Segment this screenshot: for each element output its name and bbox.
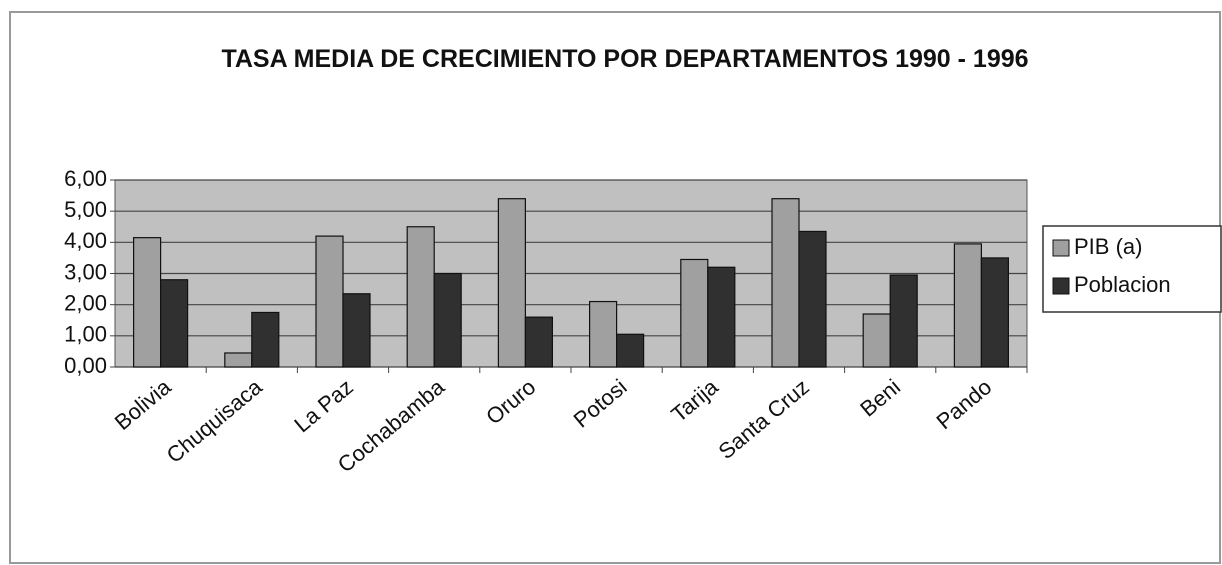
y-tick-label: 4,00 — [64, 228, 107, 253]
bar — [771, 198, 800, 368]
legend-label: Poblacion — [1074, 272, 1171, 297]
bar — [680, 258, 709, 368]
y-tick-label: 3,00 — [64, 259, 107, 284]
bar — [524, 316, 554, 368]
x-tick-label: Tarija — [666, 374, 723, 427]
y-tick-label: 5,00 — [64, 197, 107, 222]
y-tick-label: 0,00 — [64, 353, 107, 378]
bar — [224, 352, 253, 368]
bar — [798, 230, 827, 368]
chart-title: TASA MEDIA DE CRECIMIENTO POR DEPARTAMEN… — [221, 45, 1029, 73]
bar — [707, 266, 736, 368]
x-tick-label: Santa Cruz — [714, 374, 814, 464]
bar — [497, 198, 526, 368]
y-tick-label: 1,00 — [64, 322, 107, 347]
x-tick-label: Pando — [932, 374, 997, 434]
bar — [953, 243, 983, 368]
bar — [133, 237, 162, 368]
y-tick-label: 2,00 — [64, 290, 107, 315]
bar — [342, 293, 371, 368]
bar — [862, 313, 891, 368]
x-tick-label: La Paz — [289, 374, 358, 437]
bar — [433, 272, 462, 368]
bar — [406, 226, 435, 368]
bar — [315, 235, 344, 368]
legend-swatch — [1052, 239, 1070, 257]
x-tick-label: Bolivia — [110, 374, 176, 435]
bar — [160, 279, 189, 368]
bar — [980, 257, 1010, 368]
bar — [251, 311, 280, 368]
legend-box — [1042, 225, 1222, 313]
legend-label: PIB (a) — [1074, 234, 1142, 259]
x-tick-label: Potosi — [569, 374, 632, 432]
x-tick-label: Oruro — [481, 374, 540, 429]
x-tick-label: Beni — [855, 374, 905, 421]
bar — [889, 274, 918, 368]
bar — [615, 333, 645, 368]
x-tick-label: Chuquisaca — [162, 374, 268, 468]
bar — [588, 300, 618, 368]
y-tick-label: 6,00 — [64, 166, 107, 191]
legend-swatch — [1052, 277, 1070, 295]
